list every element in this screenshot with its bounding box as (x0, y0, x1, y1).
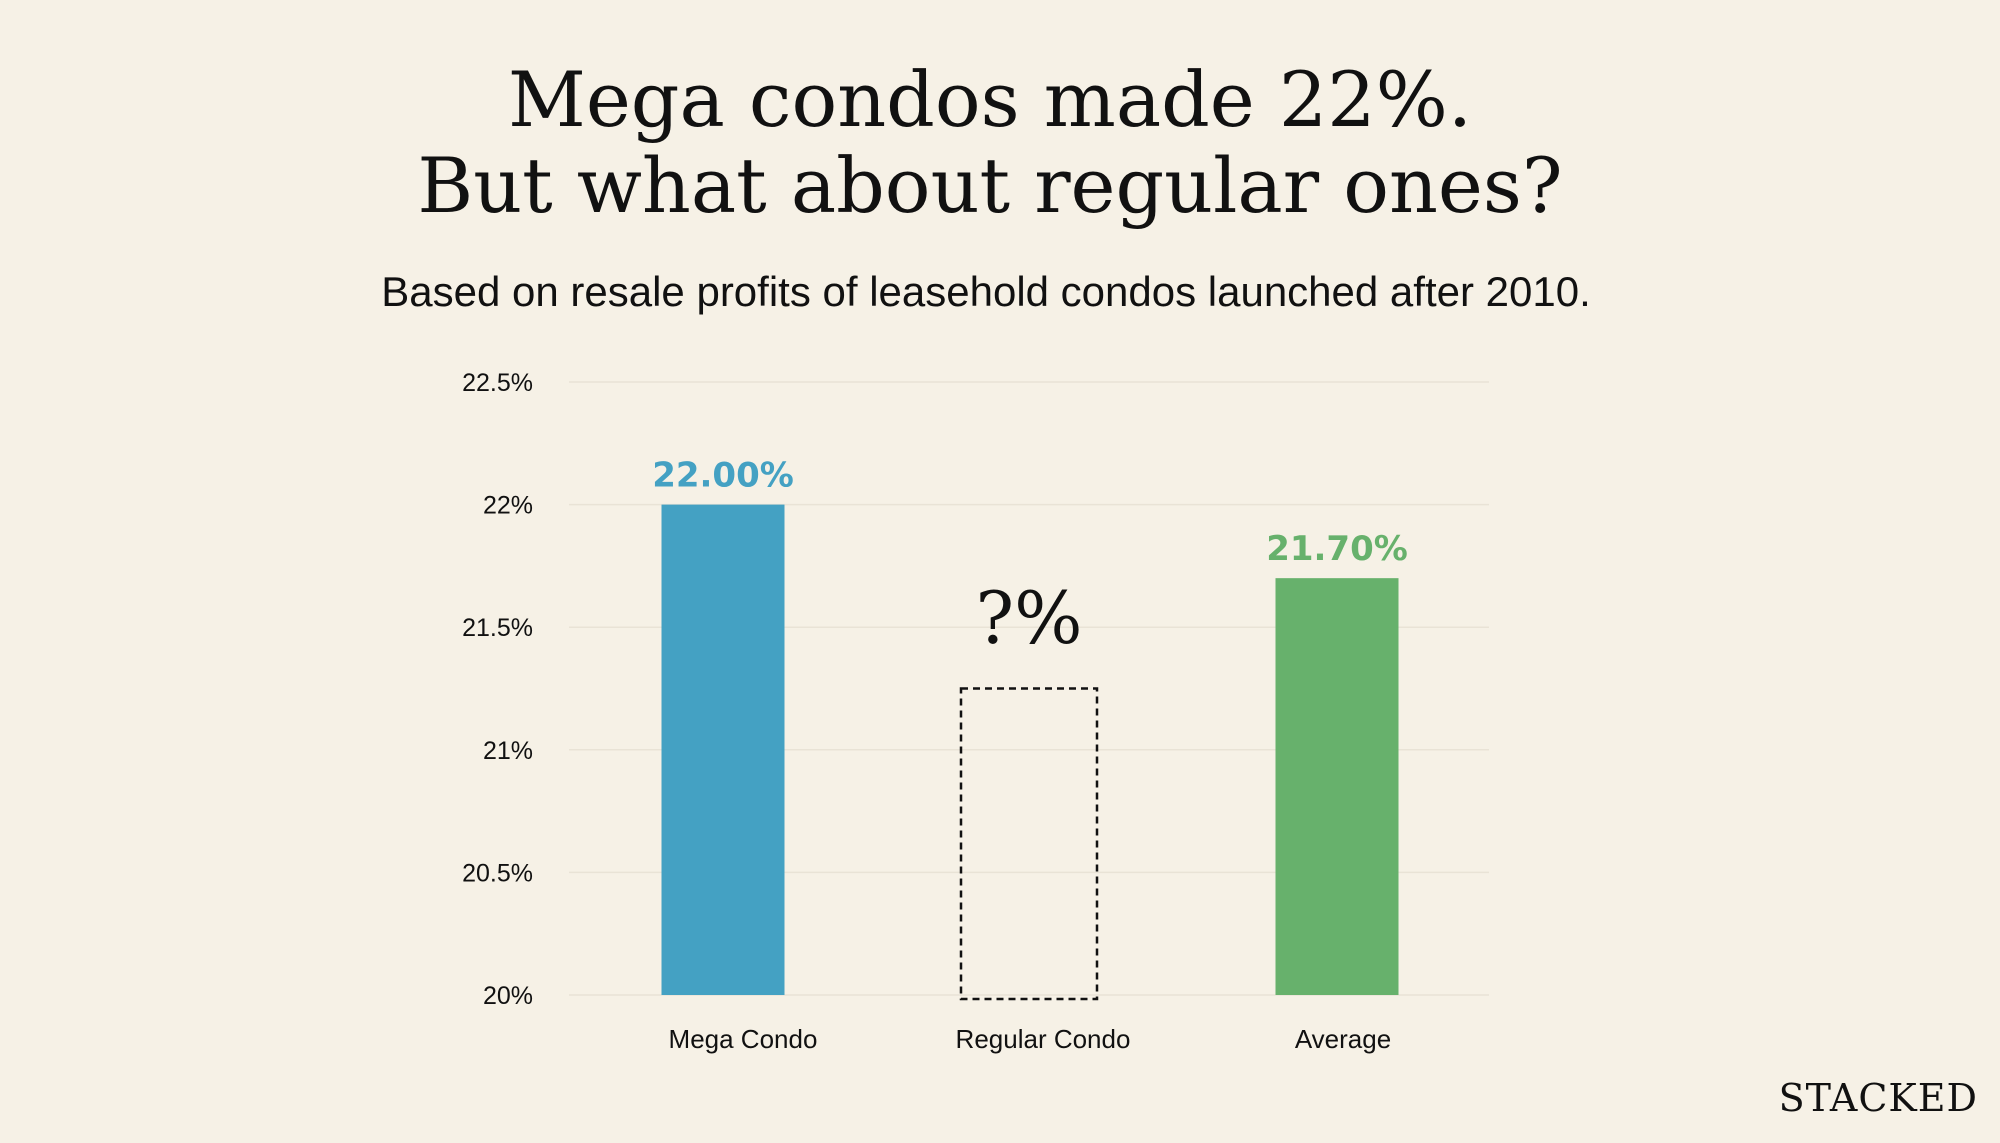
y-tick-label: 20% (483, 982, 533, 1010)
x-axis-categories: Mega Condo Regular Condo Average (669, 1024, 1392, 1054)
category-label-mega-condo: Mega Condo (669, 1024, 818, 1054)
category-label-regular-condo: Regular Condo (956, 1024, 1131, 1054)
y-tick-label: 22.5% (462, 369, 533, 397)
bar-regular-condo-placeholder (959, 687, 1099, 1001)
bars (661, 504, 1399, 1001)
y-tick-label: 21% (483, 737, 533, 765)
category-label-average: Average (1295, 1024, 1391, 1054)
chart-title-line-1: Mega condos made 22%. (508, 55, 1472, 144)
data-label-regular-condo: ?% (975, 576, 1082, 660)
chart-title-line-2: But what about regular ones? (417, 141, 1562, 230)
bar-mega-condo (661, 504, 785, 995)
y-tick-label: 20.5% (462, 859, 533, 887)
bar-average (1275, 578, 1399, 995)
y-tick-label: 21.5% (462, 614, 533, 642)
data-label-mega-condo: 22.00% (652, 456, 794, 496)
brand-logo: STACKED (1779, 1076, 1978, 1120)
y-tick-label: 22% (483, 492, 533, 520)
data-label-average: 21.70% (1266, 529, 1408, 569)
y-axis-ticks: 20% 20.5% 21% 21.5% 22% 22.5% (462, 369, 533, 1010)
data-labels: 22.00%?% 21.70% (652, 456, 1408, 660)
chart-subtitle: Based on resale profits of leasehold con… (381, 268, 1591, 315)
